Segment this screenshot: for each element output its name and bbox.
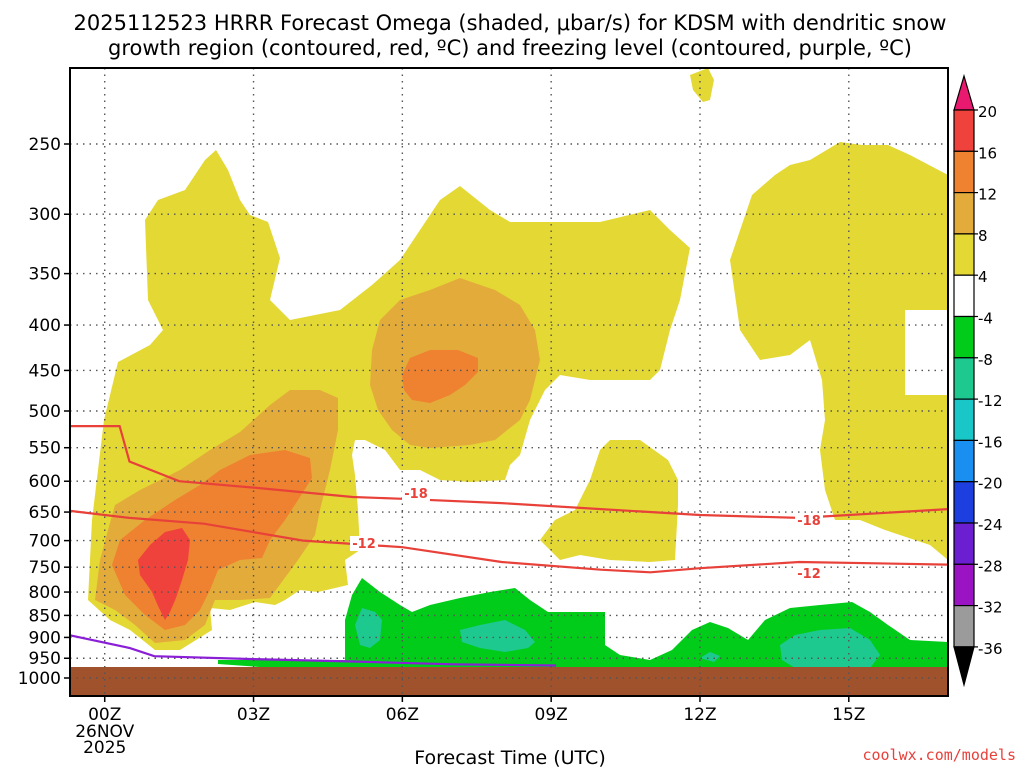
x-date-label: 2025 — [83, 738, 126, 758]
y-tick-label: 800 — [29, 583, 61, 603]
omega-region-neg8-b — [460, 620, 535, 652]
colorbar-swatch — [953, 192, 975, 235]
y-tick-label: 550 — [29, 439, 61, 459]
y-tick-label: 700 — [29, 532, 61, 552]
colorbar-swatch — [953, 522, 975, 565]
chart-title-line1: 2025112523 HRRR Forecast Omega (shaded, … — [74, 11, 947, 35]
y-tick-label: 600 — [29, 472, 61, 492]
contour-label-neg18-a: -18 — [404, 487, 428, 502]
x-tick-label: 03Z — [237, 705, 270, 725]
omega-16-shading — [138, 528, 190, 620]
plot-frame — [69, 67, 949, 697]
y-tick-label: 300 — [29, 205, 61, 225]
omega-region-16 — [138, 528, 190, 620]
omega-region-neg8-d — [700, 652, 720, 662]
colorbar-label: -24 — [978, 516, 1003, 534]
colorbar-label: -20 — [978, 475, 1003, 493]
y-tick-label: 400 — [29, 316, 61, 336]
colorbar-swatch — [953, 357, 975, 400]
omega-region-4-right — [730, 142, 948, 560]
x-date-label: 26NOV — [75, 722, 134, 742]
y-tick-label: 950 — [29, 649, 61, 669]
colorbar-label: -8 — [978, 351, 993, 369]
credit-text: coolwx.com/models — [862, 746, 1016, 764]
colorbar: 20 16 12 8 4 -4 -8 -12 -16 -20 -24 -28 -32 -36 — [953, 73, 1003, 688]
colorbar-label: 20 — [978, 103, 997, 121]
y-tick-label: 900 — [29, 628, 61, 648]
omega-region-12-b — [402, 350, 478, 403]
contour-label-box — [795, 566, 823, 581]
x-tick-label: 09Z — [535, 705, 568, 725]
y-tick-label: 1000 — [18, 669, 61, 689]
colorbar-label: -36 — [978, 640, 1003, 658]
grid-lines — [70, 68, 948, 696]
x-tick-label: 06Z — [386, 705, 419, 725]
y-axis: 2503003504004505005506006507007508008509… — [18, 135, 70, 689]
colorbar-label: 4 — [978, 268, 988, 286]
contour-line--12 — [69, 509, 949, 574]
colorbar-swatch — [953, 481, 975, 524]
omega-region-neg4 — [218, 578, 948, 672]
colorbar-swatch — [953, 109, 975, 152]
contour-label-box — [795, 513, 823, 528]
colorbar-label: 12 — [978, 186, 997, 204]
colorbar-bottom-arrow — [953, 646, 975, 688]
contour-label-box — [350, 536, 378, 551]
y-tick-label: 350 — [29, 265, 61, 285]
plot-area: -18 -12 -12 -18 — [69, 67, 949, 697]
colorbar-label: 8 — [978, 227, 988, 245]
contour-label-neg12-a: -12 — [352, 537, 376, 552]
colorbar-swatch — [953, 563, 975, 607]
colorbar-swatch — [953, 150, 975, 194]
colorbar-label: -28 — [978, 557, 1003, 575]
omega-region-4-top — [690, 68, 714, 102]
x-tick-label: 12Z — [683, 705, 716, 725]
chart-title-line2: growth region (contoured, red, ºC) and f… — [108, 36, 912, 60]
colorbar-swatch — [953, 274, 975, 318]
colorbar-swatch — [953, 398, 975, 442]
colorbar-swatch — [953, 315, 975, 359]
colorbar-label: -12 — [978, 392, 1003, 410]
x-tick-label: 15Z — [832, 705, 865, 725]
y-tick-label: 850 — [29, 606, 61, 626]
contour-label-box — [402, 486, 430, 501]
contour-label-neg18-b: -18 — [797, 514, 821, 529]
colorbar-label: -16 — [978, 433, 1003, 451]
contour-labels: -18 -12 -12 -18 — [350, 486, 823, 582]
colorbar-label: -32 — [978, 599, 1003, 617]
omega-region-4-mid — [540, 440, 678, 562]
x-axis-label: Forecast Time (UTC) — [414, 747, 605, 768]
colorbar-swatch — [953, 439, 975, 483]
y-tick-label: 750 — [29, 558, 61, 578]
omega-region-neg8 — [355, 608, 382, 648]
y-tick-label: 500 — [29, 402, 61, 422]
colorbar-top-arrow — [953, 73, 975, 111]
colorbar-swatch — [953, 233, 975, 276]
y-tick-label: 250 — [29, 135, 61, 155]
y-tick-label: 650 — [29, 503, 61, 523]
colorbar-swatch — [953, 604, 975, 648]
y-tick-label: 450 — [29, 361, 61, 381]
colorbar-label: 16 — [978, 144, 997, 162]
colorbar-label: -4 — [978, 310, 993, 328]
contour-line-0 — [69, 634, 557, 667]
contour-label-neg12-b: -12 — [797, 567, 821, 582]
x-tick-label: 00Z — [88, 705, 121, 725]
terrain-surface — [70, 667, 948, 696]
